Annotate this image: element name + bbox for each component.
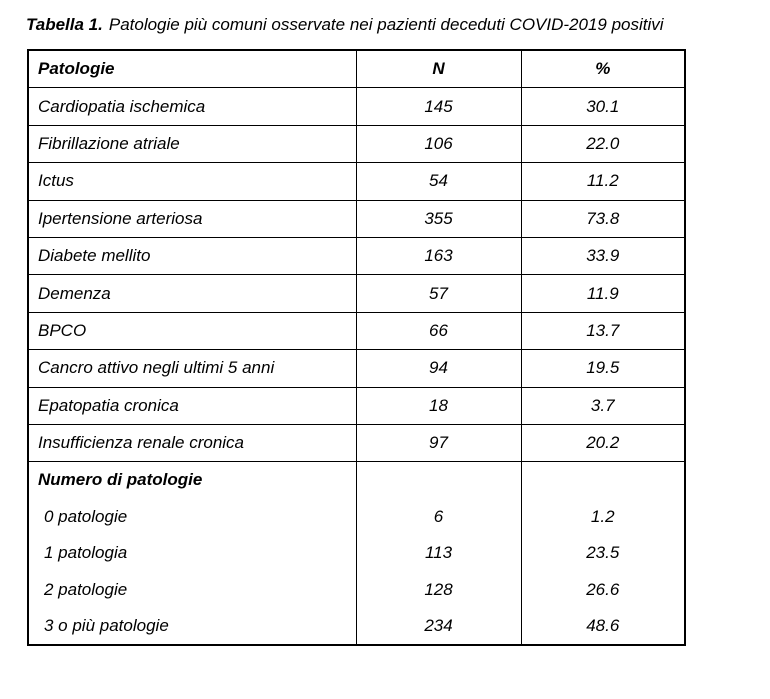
table-row: Ipertensione arteriosa 355 73.8: [27, 199, 686, 238]
table-caption-text: Patologie più comuni osservate nei pazie…: [108, 15, 664, 34]
pathology-percent: 33.9: [520, 236, 686, 275]
pathology-percent: 22.0: [520, 124, 686, 163]
table-row: Epatopatia cronica 18 3.7: [27, 386, 686, 425]
pathology-count: 18: [355, 386, 522, 425]
pathology-name: Epatopatia cronica: [27, 386, 357, 425]
section-row: 1 patologia 113 23.5: [27, 535, 686, 572]
column-header-patologie: Patologie: [27, 49, 357, 88]
pathologies-table: Patologie N % Cardiopatia ischemica 145 …: [27, 49, 686, 647]
table-row: Cardiopatia ischemica 145 30.1: [27, 87, 686, 126]
pathology-count-label: 3 o più patologie: [27, 607, 357, 646]
pathology-count: 6: [355, 498, 522, 536]
pathology-percent: 48.6: [520, 607, 686, 646]
pathology-count: 97: [355, 423, 522, 462]
section-row: 0 patologie 6 1.2: [27, 498, 686, 536]
table-row: Diabete mellito 163 33.9: [27, 236, 686, 275]
table-row: Cancro attivo negli ultimi 5 anni 94 19.…: [27, 349, 686, 388]
section-row: 2 patologie 128 26.6: [27, 571, 686, 608]
pathology-percent: 30.1: [520, 87, 686, 126]
pathology-count: 163: [355, 236, 522, 275]
pathology-count: 54: [355, 162, 522, 201]
pathology-name: Cardiopatia ischemica: [27, 87, 357, 126]
empty-cell: [520, 461, 686, 499]
section-header: Numero di patologie: [27, 461, 357, 499]
table-row: Fibrillazione atriale 106 22.0: [27, 124, 686, 163]
pathology-name: Insufficienza renale cronica: [27, 423, 357, 462]
pathology-count: 113: [355, 535, 522, 572]
pathology-name: Diabete mellito: [27, 236, 357, 275]
pathology-count: 57: [355, 274, 522, 313]
pathology-count: 106: [355, 124, 522, 163]
pathology-name: Fibrillazione atriale: [27, 124, 357, 163]
pathology-count: 128: [355, 571, 522, 608]
pathology-percent: 3.7: [520, 386, 686, 425]
table-row: Demenza 57 11.9: [27, 274, 686, 313]
pathology-name: Ipertensione arteriosa: [27, 199, 357, 238]
pathology-percent: 19.5: [520, 349, 686, 388]
table-caption: Tabella 1. Patologie più comuni osservate…: [0, 0, 770, 35]
pathology-count: 355: [355, 199, 522, 238]
pathology-count: 66: [355, 311, 522, 350]
table-caption-label: Tabella 1.: [26, 15, 103, 34]
pathology-name: BPCO: [27, 311, 357, 350]
pathology-percent: 23.5: [520, 535, 686, 572]
pathology-name: Ictus: [27, 162, 357, 201]
pathology-percent: 26.6: [520, 571, 686, 608]
column-header-pct: %: [520, 49, 686, 88]
pathology-percent: 11.9: [520, 274, 686, 313]
pathology-count: 145: [355, 87, 522, 126]
pathology-percent: 1.2: [520, 498, 686, 536]
section-row: 3 o più patologie 234 48.6: [27, 607, 686, 646]
pathology-name: Demenza: [27, 274, 357, 313]
pathology-percent: 73.8: [520, 199, 686, 238]
pathology-percent: 20.2: [520, 423, 686, 462]
table-header-row: Patologie N %: [27, 49, 686, 88]
pathology-count: 94: [355, 349, 522, 388]
section-header-row: Numero di patologie: [27, 461, 686, 499]
pathology-count: 234: [355, 607, 522, 646]
pathology-count-label: 0 patologie: [27, 498, 357, 536]
pathology-count-label: 1 patologia: [27, 535, 357, 572]
column-header-n: N: [355, 49, 522, 88]
pathology-percent: 13.7: [520, 311, 686, 350]
empty-cell: [355, 461, 522, 499]
table-row: BPCO 66 13.7: [27, 311, 686, 350]
pathology-percent: 11.2: [520, 162, 686, 201]
pathology-count-label: 2 patologie: [27, 571, 357, 608]
table-row: Ictus 54 11.2: [27, 162, 686, 201]
table-row: Insufficienza renale cronica 97 20.2: [27, 423, 686, 462]
pathology-name: Cancro attivo negli ultimi 5 anni: [27, 349, 357, 388]
